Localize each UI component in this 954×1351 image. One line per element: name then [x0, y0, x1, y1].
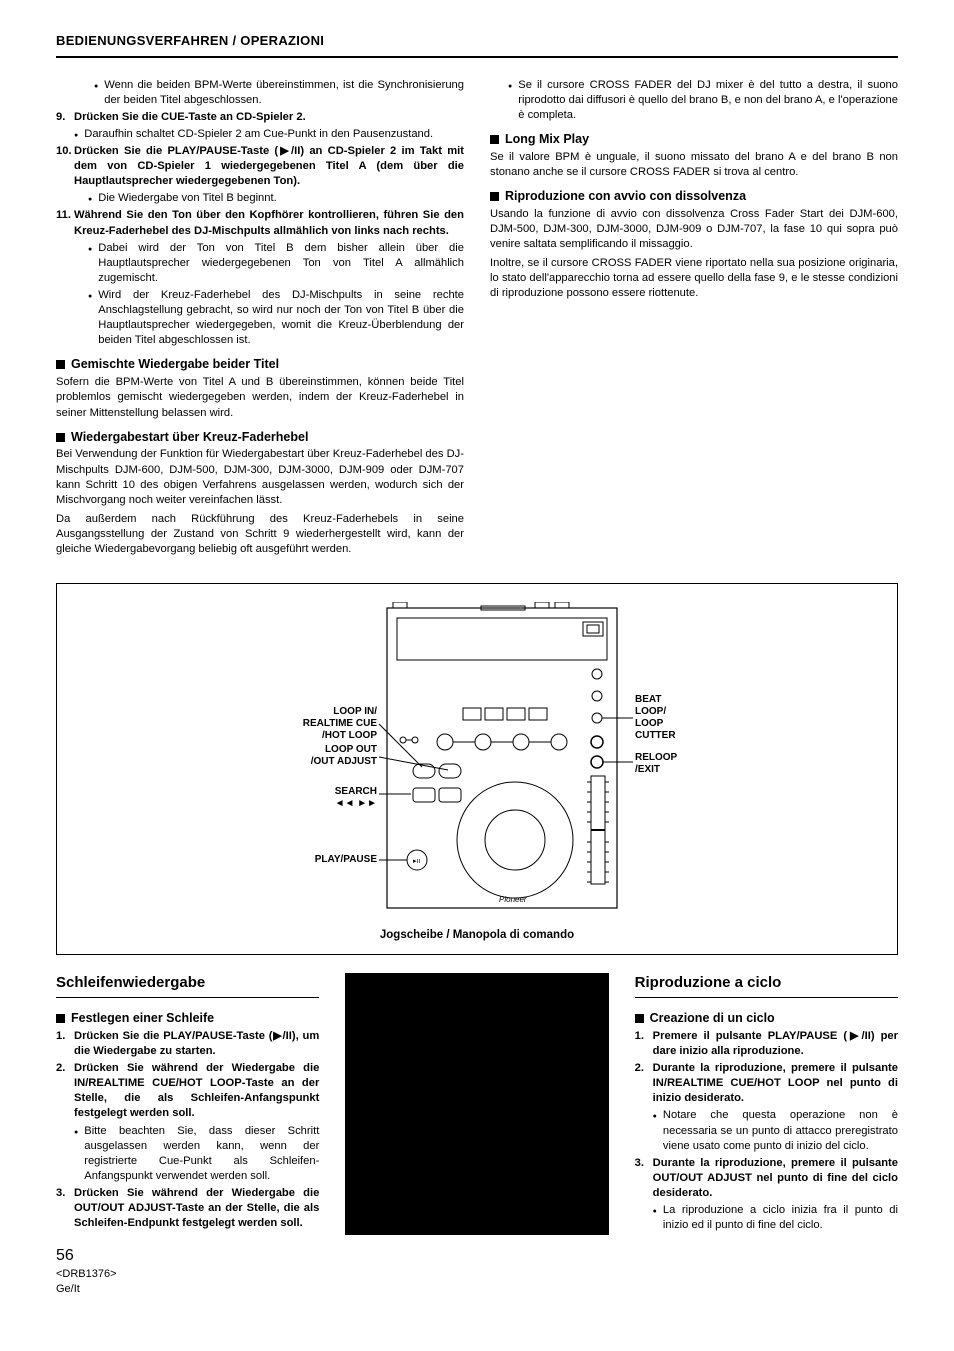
lang-code: Ge/It: [56, 1282, 898, 1297]
list-item: Dabei wird der Ton von Titel B dem bishe…: [88, 241, 464, 286]
svg-text:/EXIT: /EXIT: [635, 764, 660, 775]
step-10: 10. Drücken Sie die PLAY/PAUSE-Taste (▶/…: [56, 144, 464, 189]
step-number: 9.: [56, 110, 74, 125]
svg-text:SEARCH: SEARCH: [335, 786, 377, 797]
page-header: BEDIENUNGSVERFAHREN / OPERAZIONI: [56, 32, 898, 58]
paragraph: Se il valore BPM è unguale, il suono mis…: [490, 150, 898, 180]
lower-columns: Schleifenwiedergabe Festlegen einer Schl…: [56, 955, 898, 1236]
list-item: La riproduzione a ciclo inizia fra il pu…: [653, 1203, 898, 1233]
heading-text: Long Mix Play: [505, 131, 589, 148]
section-title: Schleifenwiedergabe: [56, 973, 319, 998]
diagram-svg-wrap: ▸ıı Pioneer LOOP IN/ REALTIME CUE /H: [77, 602, 877, 922]
step-title: Drücken Sie die PLAY/PAUSE-Taste (▶/II) …: [74, 144, 464, 189]
list-item: Wird der Kreuz-Faderhebel des DJ-Mischpu…: [88, 288, 464, 348]
svg-text:/HOT LOOP: /HOT LOOP: [322, 730, 377, 741]
svg-text:▸ıı: ▸ıı: [413, 858, 420, 865]
svg-text:LOOP/: LOOP/: [635, 706, 666, 717]
step-1: 1. Premere il pulsante PLAY/PAUSE (▶/II)…: [635, 1029, 898, 1059]
step-number: 2.: [635, 1061, 653, 1076]
step-number: 1.: [635, 1029, 653, 1044]
svg-text:RELOOP: RELOOP: [635, 752, 678, 763]
step-3: 3. Drücken Sie während der Wiedergabe di…: [56, 1186, 319, 1231]
svg-text:BEAT: BEAT: [635, 694, 661, 705]
paragraph: Inoltre, se il cursore CROSS FADER viene…: [490, 256, 898, 301]
list-item: Notare che questa operazione non è neces…: [653, 1108, 898, 1153]
step-1: 1. Drücken Sie die PLAY/PAUSE-Taste (▶/I…: [56, 1029, 319, 1059]
heading-mix: Gemischte Wiedergabe beider Titel: [56, 356, 464, 373]
step-text: Drücken Sie die PLAY/PAUSE-Taste (▶/II),…: [74, 1029, 319, 1059]
text: Daraufhin schaltet CD-Spieler 2 am Cue-P…: [84, 127, 433, 142]
paragraph: Bei Verwendung der Funktion für Wiederga…: [56, 447, 464, 507]
svg-text:CUTTER: CUTTER: [635, 730, 676, 741]
step-text: Drücken Sie während der Wiedergabe die O…: [74, 1186, 319, 1231]
step-number: 3.: [635, 1156, 653, 1171]
heading-riproduzione: Riproduzione con avvio con dissolvenza: [490, 188, 898, 205]
text: Se il cursore CROSS FADER del DJ mixer è…: [518, 78, 898, 123]
text: Notare che questa operazione non è neces…: [663, 1108, 898, 1153]
text: Die Wiedergabe von Titel B beginnt.: [98, 191, 276, 206]
text: Dabei wird der Ton von Titel B dem bishe…: [98, 241, 464, 286]
step-11: 11. Während Sie den Ton über den Kopfhör…: [56, 208, 464, 238]
page-footer: 56 <DRB1376> Ge/It: [56, 1245, 898, 1296]
doc-code: <DRB1376>: [56, 1267, 898, 1282]
step-3: 3. Durante la riproduzione, premere il p…: [635, 1156, 898, 1201]
list-item: Wenn die beiden BPM-Werte übereinstimmen…: [94, 78, 464, 108]
step-title: Drücken Sie die CUE-Taste an CD-Spieler …: [74, 110, 464, 125]
col-right-italian: Se il cursore CROSS FADER del DJ mixer è…: [490, 78, 898, 562]
svg-text:PLAY/PAUSE: PLAY/PAUSE: [315, 854, 378, 865]
step-title: Während Sie den Ton über den Kopfhörer k…: [74, 208, 464, 238]
step-text: Durante la riproduzione, premere il puls…: [653, 1061, 898, 1106]
list-item: Bitte beachten Sie, dass dieser Schritt …: [74, 1124, 319, 1184]
col-left-german: Wenn die beiden BPM-Werte übereinstimmen…: [56, 78, 464, 562]
section-title: Riproduzione a ciclo: [635, 973, 898, 998]
step-number: 3.: [56, 1186, 74, 1201]
col-loop-italian: Riproduzione a ciclo Creazione di un cic…: [635, 955, 898, 1236]
col-loop-german: Schleifenwiedergabe Festlegen einer Schl…: [56, 955, 319, 1236]
text: Wird der Kreuz-Faderhebel des DJ-Mischpu…: [98, 288, 464, 348]
list-item: Se il cursore CROSS FADER del DJ mixer è…: [508, 78, 898, 123]
device-diagram: ▸ıı Pioneer LOOP IN/ REALTIME CUE /H: [197, 602, 757, 922]
step-number: 11.: [56, 208, 74, 223]
heading-long-mix: Long Mix Play: [490, 131, 898, 148]
heading-define-loop: Festlegen einer Schleife: [56, 1010, 319, 1027]
diagram-box: ▸ıı Pioneer LOOP IN/ REALTIME CUE /H: [56, 583, 898, 955]
step-text: Drücken Sie während der Wiedergabe die I…: [74, 1061, 319, 1121]
heading-text: Gemischte Wiedergabe beider Titel: [71, 356, 279, 373]
page-number: 56: [56, 1245, 898, 1267]
heading-text: Wiedergabestart über Kreuz-Faderhebel: [71, 429, 308, 446]
step-text: Premere il pulsante PLAY/PAUSE (▶/II) pe…: [653, 1029, 898, 1059]
paragraph: Sofern die BPM-Werte von Titel A und B ü…: [56, 375, 464, 420]
step-number: 1.: [56, 1029, 74, 1044]
heading-text: Festlegen einer Schleife: [71, 1010, 214, 1027]
vertical-divider: [345, 973, 608, 1236]
upper-columns: Wenn die beiden BPM-Werte übereinstimmen…: [56, 78, 898, 562]
svg-text:LOOP: LOOP: [635, 718, 664, 729]
text: Bitte beachten Sie, dass dieser Schritt …: [84, 1124, 319, 1184]
list-item: Daraufhin schaltet CD-Spieler 2 am Cue-P…: [74, 127, 464, 142]
text: Wenn die beiden BPM-Werte übereinstimmen…: [104, 78, 464, 108]
svg-text:REALTIME CUE: REALTIME CUE: [303, 718, 378, 729]
diagram-caption: Jogscheibe / Manopola di comando: [77, 928, 877, 944]
svg-text:Pioneer: Pioneer: [499, 895, 527, 904]
svg-text:◄◄ ►►: ◄◄ ►►: [335, 798, 377, 809]
text: La riproduzione a ciclo inizia fra il pu…: [663, 1203, 898, 1233]
step-2: 2. Drücken Sie während der Wiedergabe di…: [56, 1061, 319, 1121]
heading-fader: Wiedergabestart über Kreuz-Faderhebel: [56, 429, 464, 446]
paragraph: Da außerdem nach Rückführung des Kreuz-F…: [56, 512, 464, 557]
list-item: Die Wiedergabe von Titel B beginnt.: [88, 191, 464, 206]
step-2: 2. Durante la riproduzione, premere il p…: [635, 1061, 898, 1106]
heading-text: Creazione di un ciclo: [650, 1010, 775, 1027]
step-number: 10.: [56, 144, 74, 159]
svg-text:/OUT ADJUST: /OUT ADJUST: [311, 756, 377, 767]
svg-text:LOOP IN/: LOOP IN/: [333, 706, 377, 717]
paragraph: Usando la funzione di avvio con dissolve…: [490, 207, 898, 252]
heading-text: Riproduzione con avvio con dissolvenza: [505, 188, 746, 205]
step-text: Durante la riproduzione, premere il puls…: [653, 1156, 898, 1201]
heading-create-cycle: Creazione di un ciclo: [635, 1010, 898, 1027]
step-number: 2.: [56, 1061, 74, 1076]
step-9: 9. Drücken Sie die CUE-Taste an CD-Spiel…: [56, 110, 464, 125]
svg-text:LOOP OUT: LOOP OUT: [325, 744, 377, 755]
